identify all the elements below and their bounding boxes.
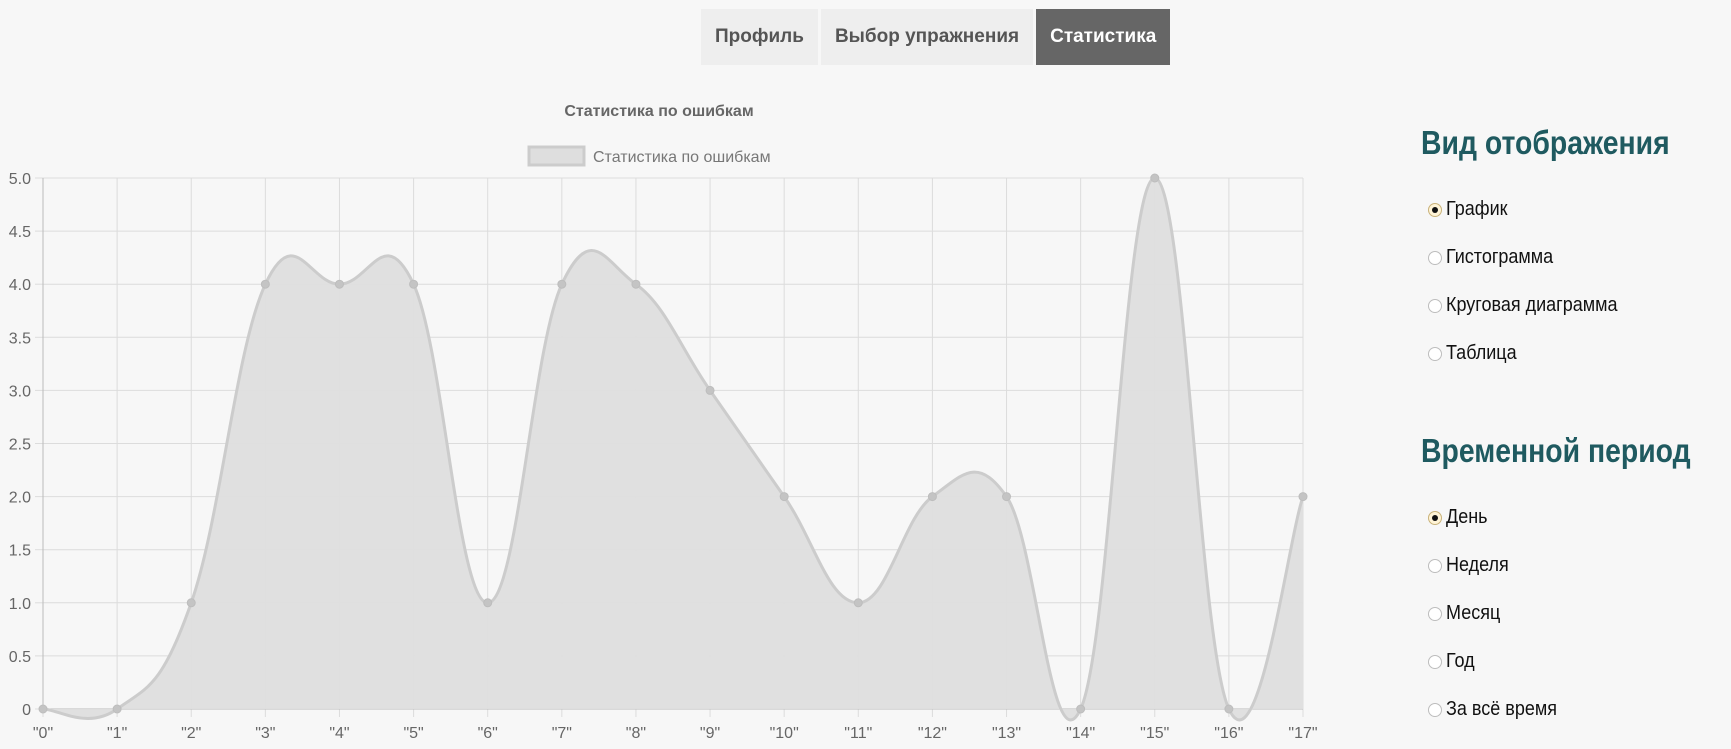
data-point <box>1076 704 1086 714</box>
data-point <box>1150 173 1160 183</box>
x-tick-label: "0" <box>33 725 53 742</box>
data-point <box>557 279 567 289</box>
data-point <box>1224 704 1234 714</box>
y-tick-label: 4.5 <box>9 224 31 241</box>
radio-icon[interactable] <box>1428 510 1442 525</box>
view-option-label: Гистограмма <box>1446 246 1554 268</box>
view-option-label: Таблица <box>1446 342 1517 364</box>
time-period-title: Временной период <box>1421 432 1691 469</box>
x-tick-label: "2" <box>181 725 201 742</box>
y-tick-label: 2.5 <box>9 437 31 454</box>
radio-icon[interactable] <box>1428 702 1442 717</box>
data-point <box>1298 492 1308 502</box>
legend-label: Статистика по ошибкам <box>593 149 771 166</box>
x-tick-label: "4" <box>329 725 349 742</box>
x-tick-label: "11" <box>844 725 872 742</box>
legend-swatch <box>527 145 586 167</box>
view-option-pie[interactable]: Круговая диаграмма <box>1428 294 1637 317</box>
x-tick-label: "16" <box>1214 725 1243 742</box>
x-tick-label: "13" <box>992 725 1021 742</box>
period-option-day[interactable]: День <box>1428 506 1492 529</box>
y-tick-label: 1.0 <box>9 596 31 613</box>
period-option-week[interactable]: Неделя <box>1428 554 1516 577</box>
data-point <box>853 598 863 608</box>
radio-icon[interactable] <box>1428 202 1442 217</box>
y-tick-label: 3.0 <box>9 383 31 400</box>
x-tick-label: "1" <box>107 725 127 742</box>
x-tick-label: "6" <box>478 725 498 742</box>
period-option-label: День <box>1446 506 1488 528</box>
radio-icon[interactable] <box>1428 654 1442 669</box>
data-point <box>260 279 270 289</box>
data-point <box>112 704 122 714</box>
error-statistics-chart: Статистика по ошибкам Статистика по ошибк… <box>9 103 1318 742</box>
period-option-month[interactable]: Месяц <box>1428 602 1506 625</box>
y-tick-label: 2.0 <box>9 490 31 507</box>
radio-icon[interactable] <box>1428 298 1442 313</box>
x-tick-label: "17" <box>1288 725 1317 742</box>
data-point <box>779 492 789 502</box>
x-tick-label: "10" <box>770 725 799 742</box>
view-option-table[interactable]: Таблица <box>1428 342 1524 365</box>
data-point <box>38 704 48 714</box>
data-point <box>483 598 493 608</box>
view-option-histogram[interactable]: Гистограмма <box>1428 246 1565 269</box>
x-tick-label: "7" <box>552 725 572 742</box>
data-point <box>186 598 196 608</box>
radio-icon[interactable] <box>1428 558 1442 573</box>
period-option-label: Месяц <box>1446 602 1501 624</box>
data-point <box>409 279 419 289</box>
y-tick-label: 3.5 <box>9 330 31 347</box>
y-tick-label: 4.0 <box>9 277 31 294</box>
series-line <box>42 176 1305 722</box>
x-tick-label: "5" <box>403 725 423 742</box>
view-option-label: График <box>1446 198 1508 220</box>
tab-profile[interactable]: Профиль <box>701 9 818 65</box>
y-tick-label: 0.5 <box>9 649 31 666</box>
period-option-label: Год <box>1446 650 1475 672</box>
chart-title: Статистика по ошибкам <box>564 103 753 120</box>
series-area <box>43 178 1303 720</box>
data-point <box>927 492 937 502</box>
data-point <box>1002 492 1012 502</box>
data-point <box>631 279 641 289</box>
data-point <box>334 279 344 289</box>
radio-icon[interactable] <box>1428 606 1442 621</box>
x-tick-label: "8" <box>626 725 646 742</box>
x-tick-label: "3" <box>255 725 275 742</box>
period-option-label: Неделя <box>1446 554 1509 576</box>
radio-icon[interactable] <box>1428 250 1442 265</box>
period-option-label: За всё время <box>1446 698 1557 720</box>
view-option-graph[interactable]: График <box>1428 198 1514 221</box>
y-tick-label: 0 <box>22 702 31 719</box>
y-tick-label: 1.5 <box>9 543 31 560</box>
y-tick-label: 5.0 <box>9 171 31 188</box>
x-tick-label: "9" <box>700 725 720 742</box>
tab-statistics[interactable]: Статистика <box>1036 9 1171 65</box>
nav-tabs: Профиль Выбор упражнения Статистика <box>701 9 1171 65</box>
tab-exercise-selection[interactable]: Выбор упражнения <box>820 9 1034 65</box>
period-option-all-time[interactable]: За всё время <box>1428 698 1569 721</box>
x-tick-label: "14" <box>1066 725 1095 742</box>
radio-icon[interactable] <box>1428 346 1442 361</box>
display-view-title: Вид отображения <box>1421 124 1670 161</box>
x-tick-label: "15" <box>1140 725 1169 742</box>
period-option-year[interactable]: Год <box>1428 650 1478 673</box>
data-point <box>705 385 715 395</box>
x-tick-label: "12" <box>918 725 947 742</box>
view-option-label: Круговая диаграмма <box>1446 294 1618 316</box>
